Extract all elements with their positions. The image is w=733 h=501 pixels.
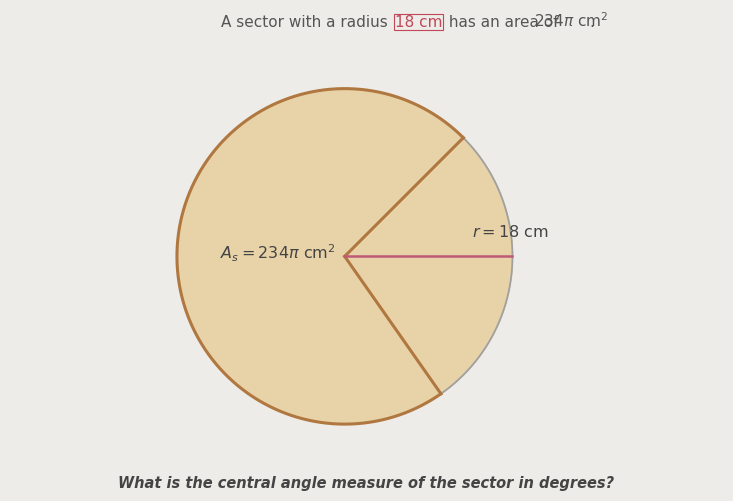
- Text: $234\pi\ \mathrm{cm}^2$: $234\pi\ \mathrm{cm}^2$: [534, 11, 608, 30]
- Text: .: .: [589, 15, 594, 30]
- Text: $A_s = 234\pi\ \mathrm{cm}^2$: $A_s = 234\pi\ \mathrm{cm}^2$: [220, 242, 336, 264]
- Text: $r = 18\ \mathrm{cm}$: $r = 18\ \mathrm{cm}$: [472, 224, 549, 241]
- Text: has an area of: has an area of: [443, 15, 563, 30]
- Polygon shape: [177, 89, 512, 424]
- Text: A sector with a radius: A sector with a radius: [221, 15, 392, 30]
- Text: 18 cm: 18 cm: [395, 15, 443, 30]
- Text: What is the central angle measure of the sector in degrees?: What is the central angle measure of the…: [119, 476, 614, 491]
